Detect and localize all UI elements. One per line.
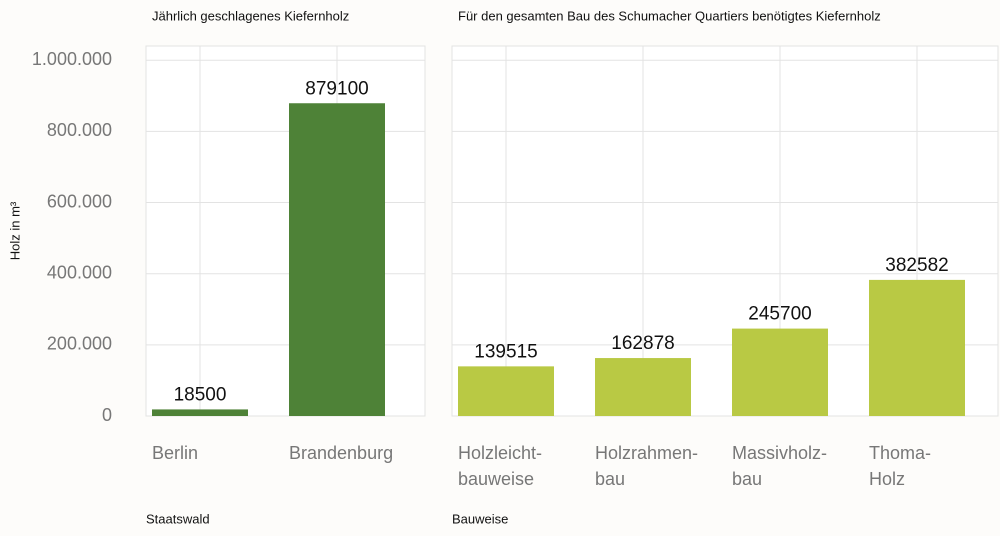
value-label: 139515 — [474, 341, 537, 362]
x-tick-label: Thoma- Holz — [869, 443, 932, 489]
x-tick-label: Berlin — [152, 443, 199, 463]
panel-title: Jährlich geschlagenes Kiefernholz — [152, 8, 349, 23]
value-label: 382582 — [885, 255, 948, 276]
value-label: 162878 — [611, 333, 674, 354]
bar — [152, 409, 248, 416]
bar — [869, 279, 965, 416]
panel-title: Für den gesamten Bau des Schumacher Quar… — [458, 8, 881, 23]
x-tick-label: Massivholz- bau — [732, 443, 828, 489]
y-tick-label: 0 — [102, 405, 112, 425]
value-label: 245700 — [748, 304, 811, 325]
bar — [595, 358, 691, 416]
y-tick-label: 600.000 — [47, 191, 112, 211]
y-tick-label: 1.000.000 — [32, 49, 112, 69]
bar — [732, 328, 828, 416]
y-tick-label: 200.000 — [47, 334, 112, 354]
bar — [289, 103, 385, 416]
value-label: 18500 — [174, 384, 227, 405]
facet-label: Bauweise — [452, 511, 508, 526]
x-tick-label: Brandenburg — [289, 443, 394, 463]
y-tick-label: 400.000 — [47, 262, 112, 282]
bar — [458, 366, 554, 416]
x-tick-label: Holzrahmen- bau — [595, 443, 699, 489]
x-tick-label: Holzleicht- bauweise — [458, 443, 543, 489]
y-axis-label: Holz in m³ — [7, 201, 22, 260]
facet-label: Staatswald — [146, 511, 210, 526]
y-tick-label: 800.000 — [47, 120, 112, 140]
value-label: 879100 — [305, 78, 368, 99]
